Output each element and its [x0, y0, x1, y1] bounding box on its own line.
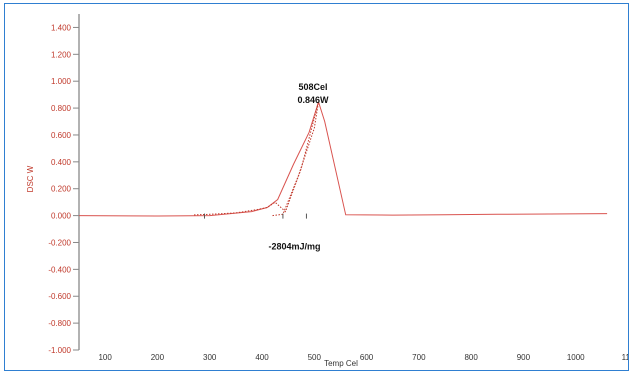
y-tick-label: -0.800: [48, 319, 71, 328]
x-tick-label: 600: [360, 353, 374, 362]
y-tick-label: -0.600: [48, 292, 71, 301]
x-tick-label: 1000: [567, 353, 585, 362]
peak-value-label: 0.846W: [297, 95, 329, 105]
x-tick-label: 100: [98, 353, 112, 362]
x-axis-title: Temp Cel: [324, 359, 358, 368]
x-tick-label: 800: [464, 353, 478, 362]
y-tick-label: -0.200: [48, 238, 71, 247]
y-tick-label: 0.400: [51, 158, 72, 167]
y-tick-label: 0.200: [51, 185, 72, 194]
y-tick-label: 1.400: [51, 23, 72, 32]
chart-frame: 1.400 1.200 1.000 0.800 0.600 0.400 0.200 0.000…: [4, 3, 629, 371]
x-tick-label: 900: [517, 353, 531, 362]
series-line-2: [193, 101, 319, 216]
series-line-3: [272, 101, 319, 217]
y-tick-label: 0.800: [51, 104, 72, 113]
series-group: [78, 101, 608, 219]
series-line-4: [318, 101, 608, 216]
y-tick-label: 0.000: [51, 212, 72, 221]
y-tick-label: 1.200: [51, 50, 72, 59]
x-tick-label: 200: [151, 353, 165, 362]
x-tick-label: 400: [255, 353, 269, 362]
y-tick-label: 0.600: [51, 131, 72, 140]
x-tick-label: 700: [412, 353, 426, 362]
y-axis-title: DSC W: [26, 165, 35, 192]
x-tick-label: 110: [622, 353, 628, 362]
y-tick-label: -0.400: [48, 265, 71, 274]
x-tick-label: 300: [203, 353, 217, 362]
annotations: 508Cel 0.846W -2804mJ/mg: [268, 82, 329, 252]
enthalpy-label: -2804mJ/mg: [268, 241, 320, 251]
x-tick-label: 500: [308, 353, 322, 362]
series-line-1: [78, 101, 319, 217]
peak-temp-label: 508Cel: [298, 82, 327, 92]
x-ticks: 100 200 300 400 500 600 700 800 900 1000 110: [98, 353, 628, 362]
y-tick-label: -1.000: [48, 346, 71, 355]
dsc-chart: 1.400 1.200 1.000 0.800 0.600 0.400 0.200 0.000…: [26, 14, 628, 368]
y-ticks: 1.400 1.200 1.000 0.800 0.600 0.400 0.200 0.000…: [48, 23, 79, 355]
y-tick-label: 1.000: [51, 77, 72, 86]
